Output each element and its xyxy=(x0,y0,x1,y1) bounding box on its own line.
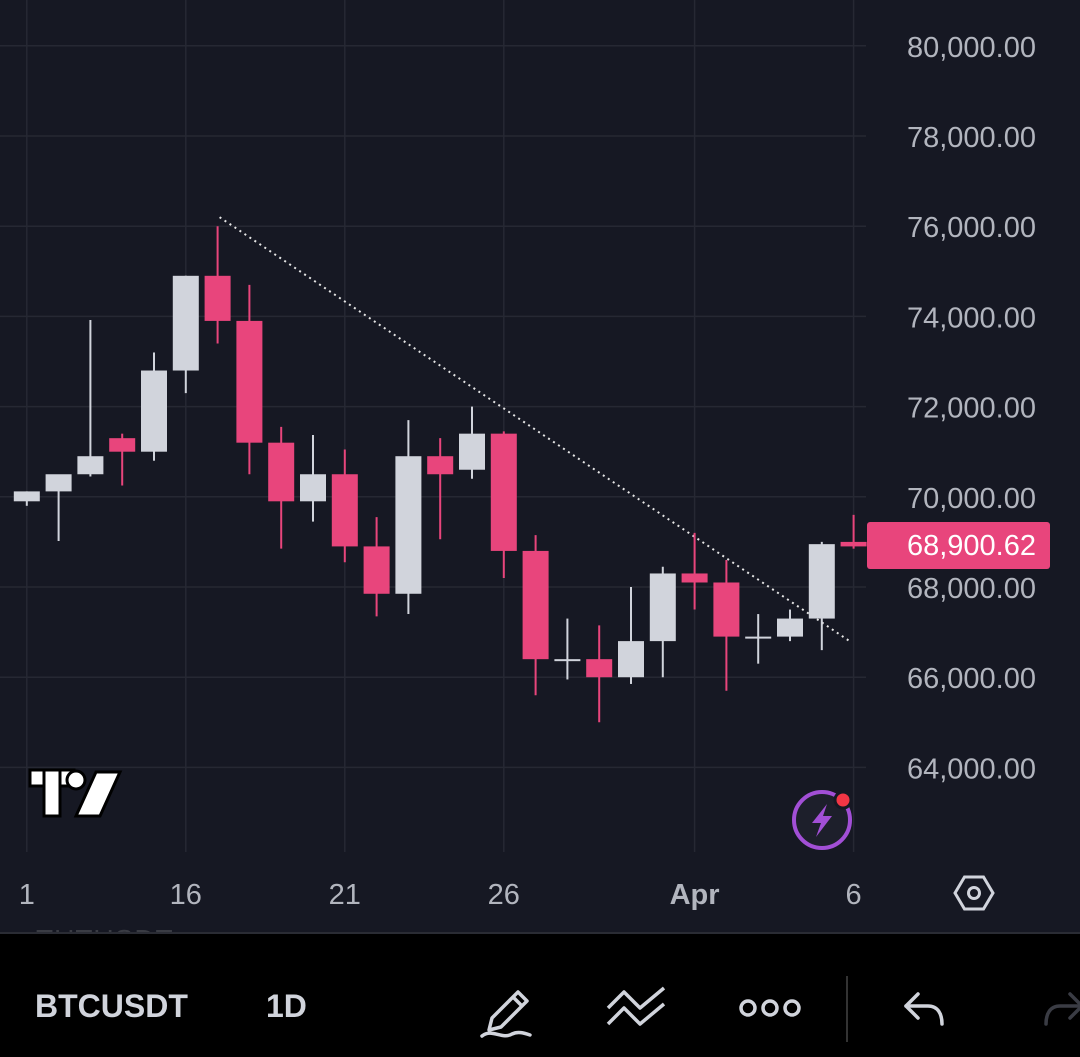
candle-body xyxy=(13,491,40,502)
x-tick-label: 21 xyxy=(329,879,361,911)
candle xyxy=(649,566,676,678)
candle xyxy=(713,559,740,691)
candle xyxy=(490,431,517,578)
x-tick-label: 6 xyxy=(846,879,862,911)
candle-body xyxy=(745,636,772,639)
pencil-icon[interactable] xyxy=(478,978,538,1042)
candle xyxy=(777,609,803,642)
y-tick-label: 68,000.00 xyxy=(907,573,1036,605)
candle xyxy=(331,449,358,563)
candle xyxy=(109,433,136,486)
x-tick-label: 26 xyxy=(488,879,520,911)
candle xyxy=(300,435,326,522)
y-axis: 80,000.00 78,000.00 76,000.00 74,000.00 72,0… xyxy=(907,32,1036,786)
last-price-badge xyxy=(867,522,1050,569)
y-tick-label: 64,000.00 xyxy=(907,753,1036,785)
candle xyxy=(77,320,104,477)
candle xyxy=(236,284,263,475)
trendline-layer[interactable] xyxy=(219,216,851,642)
y-tick-label: 80,000.00 xyxy=(907,32,1036,64)
interval-button[interactable]: 1D xyxy=(266,988,307,1024)
candle-body xyxy=(681,573,708,583)
candle xyxy=(840,514,867,549)
symbol-button[interactable]: BTCUSDT xyxy=(35,988,188,1024)
last-price-label: 68,900.62 xyxy=(867,522,1050,569)
candle-body xyxy=(363,546,390,594)
candle-body xyxy=(109,438,136,452)
candle-body xyxy=(141,370,167,452)
candle-body xyxy=(713,582,740,637)
candle xyxy=(618,587,644,684)
candle xyxy=(586,625,613,723)
trendline[interactable] xyxy=(219,216,851,642)
redo-icon[interactable] xyxy=(1040,990,1080,1030)
y-tick-label: 70,000.00 xyxy=(907,483,1036,515)
candle-body xyxy=(77,456,104,475)
candle xyxy=(204,226,231,344)
x-tick-label: Apr xyxy=(670,879,720,911)
candle-body xyxy=(236,320,263,443)
y-tick-label: 66,000.00 xyxy=(907,663,1036,695)
undo-icon[interactable] xyxy=(902,990,948,1030)
candle xyxy=(681,532,708,610)
bottom-toolbar: BTCUSDT 1D xyxy=(0,932,1080,1057)
candle-body xyxy=(172,275,199,371)
y-tick-label: 76,000.00 xyxy=(907,212,1036,244)
chart-area[interactable]: 80,000.00 78,000.00 76,000.00 74,000.00 72,0… xyxy=(0,0,1080,955)
candle xyxy=(141,352,167,461)
candles xyxy=(13,226,867,723)
candle xyxy=(459,406,485,479)
tradingview-logo xyxy=(28,768,123,818)
candle xyxy=(395,420,422,615)
candle-body xyxy=(618,641,644,678)
candle-body xyxy=(554,659,581,662)
x-axis: 1 16 21 26 Apr 6 xyxy=(19,879,862,911)
candle xyxy=(745,614,772,664)
candle xyxy=(45,474,72,541)
candle-body xyxy=(204,275,231,321)
candle-body xyxy=(522,550,549,660)
candle-body xyxy=(45,474,72,492)
candle-body xyxy=(808,544,835,619)
x-tick-label: 16 xyxy=(170,879,202,911)
candle-body xyxy=(331,474,358,547)
candle-body xyxy=(300,474,326,502)
candle xyxy=(808,541,835,651)
more-icon[interactable] xyxy=(738,996,802,1020)
candlestick-chart[interactable]: 80,000.00 78,000.00 76,000.00 74,000.00 72,0… xyxy=(0,0,1080,932)
candle-body xyxy=(395,456,422,594)
toolbar-divider xyxy=(846,976,848,1042)
candle xyxy=(427,438,454,540)
candle xyxy=(13,491,40,506)
candle xyxy=(363,517,390,617)
candle xyxy=(268,426,295,549)
grid xyxy=(0,0,866,852)
y-tick-label: 74,000.00 xyxy=(907,302,1036,334)
candle-body xyxy=(649,573,676,642)
trend-lines-icon[interactable] xyxy=(604,984,672,1034)
candle-body xyxy=(268,442,295,502)
candle xyxy=(172,275,199,394)
settings-hexagon-icon[interactable] xyxy=(953,875,995,911)
candle-body xyxy=(490,433,517,551)
candle-body xyxy=(777,618,803,637)
flash-alert-icon[interactable] xyxy=(792,790,853,850)
candle-body xyxy=(840,541,867,547)
candle-body xyxy=(586,659,613,678)
candle xyxy=(554,618,581,680)
candle-body xyxy=(427,456,454,475)
y-tick-label: 78,000.00 xyxy=(907,122,1036,154)
y-tick-label: 72,000.00 xyxy=(907,393,1036,425)
x-tick-label: 1 xyxy=(19,879,35,911)
candle xyxy=(522,535,549,696)
candle-body xyxy=(459,433,485,470)
last-price-text: 68,900.62 xyxy=(907,530,1036,562)
